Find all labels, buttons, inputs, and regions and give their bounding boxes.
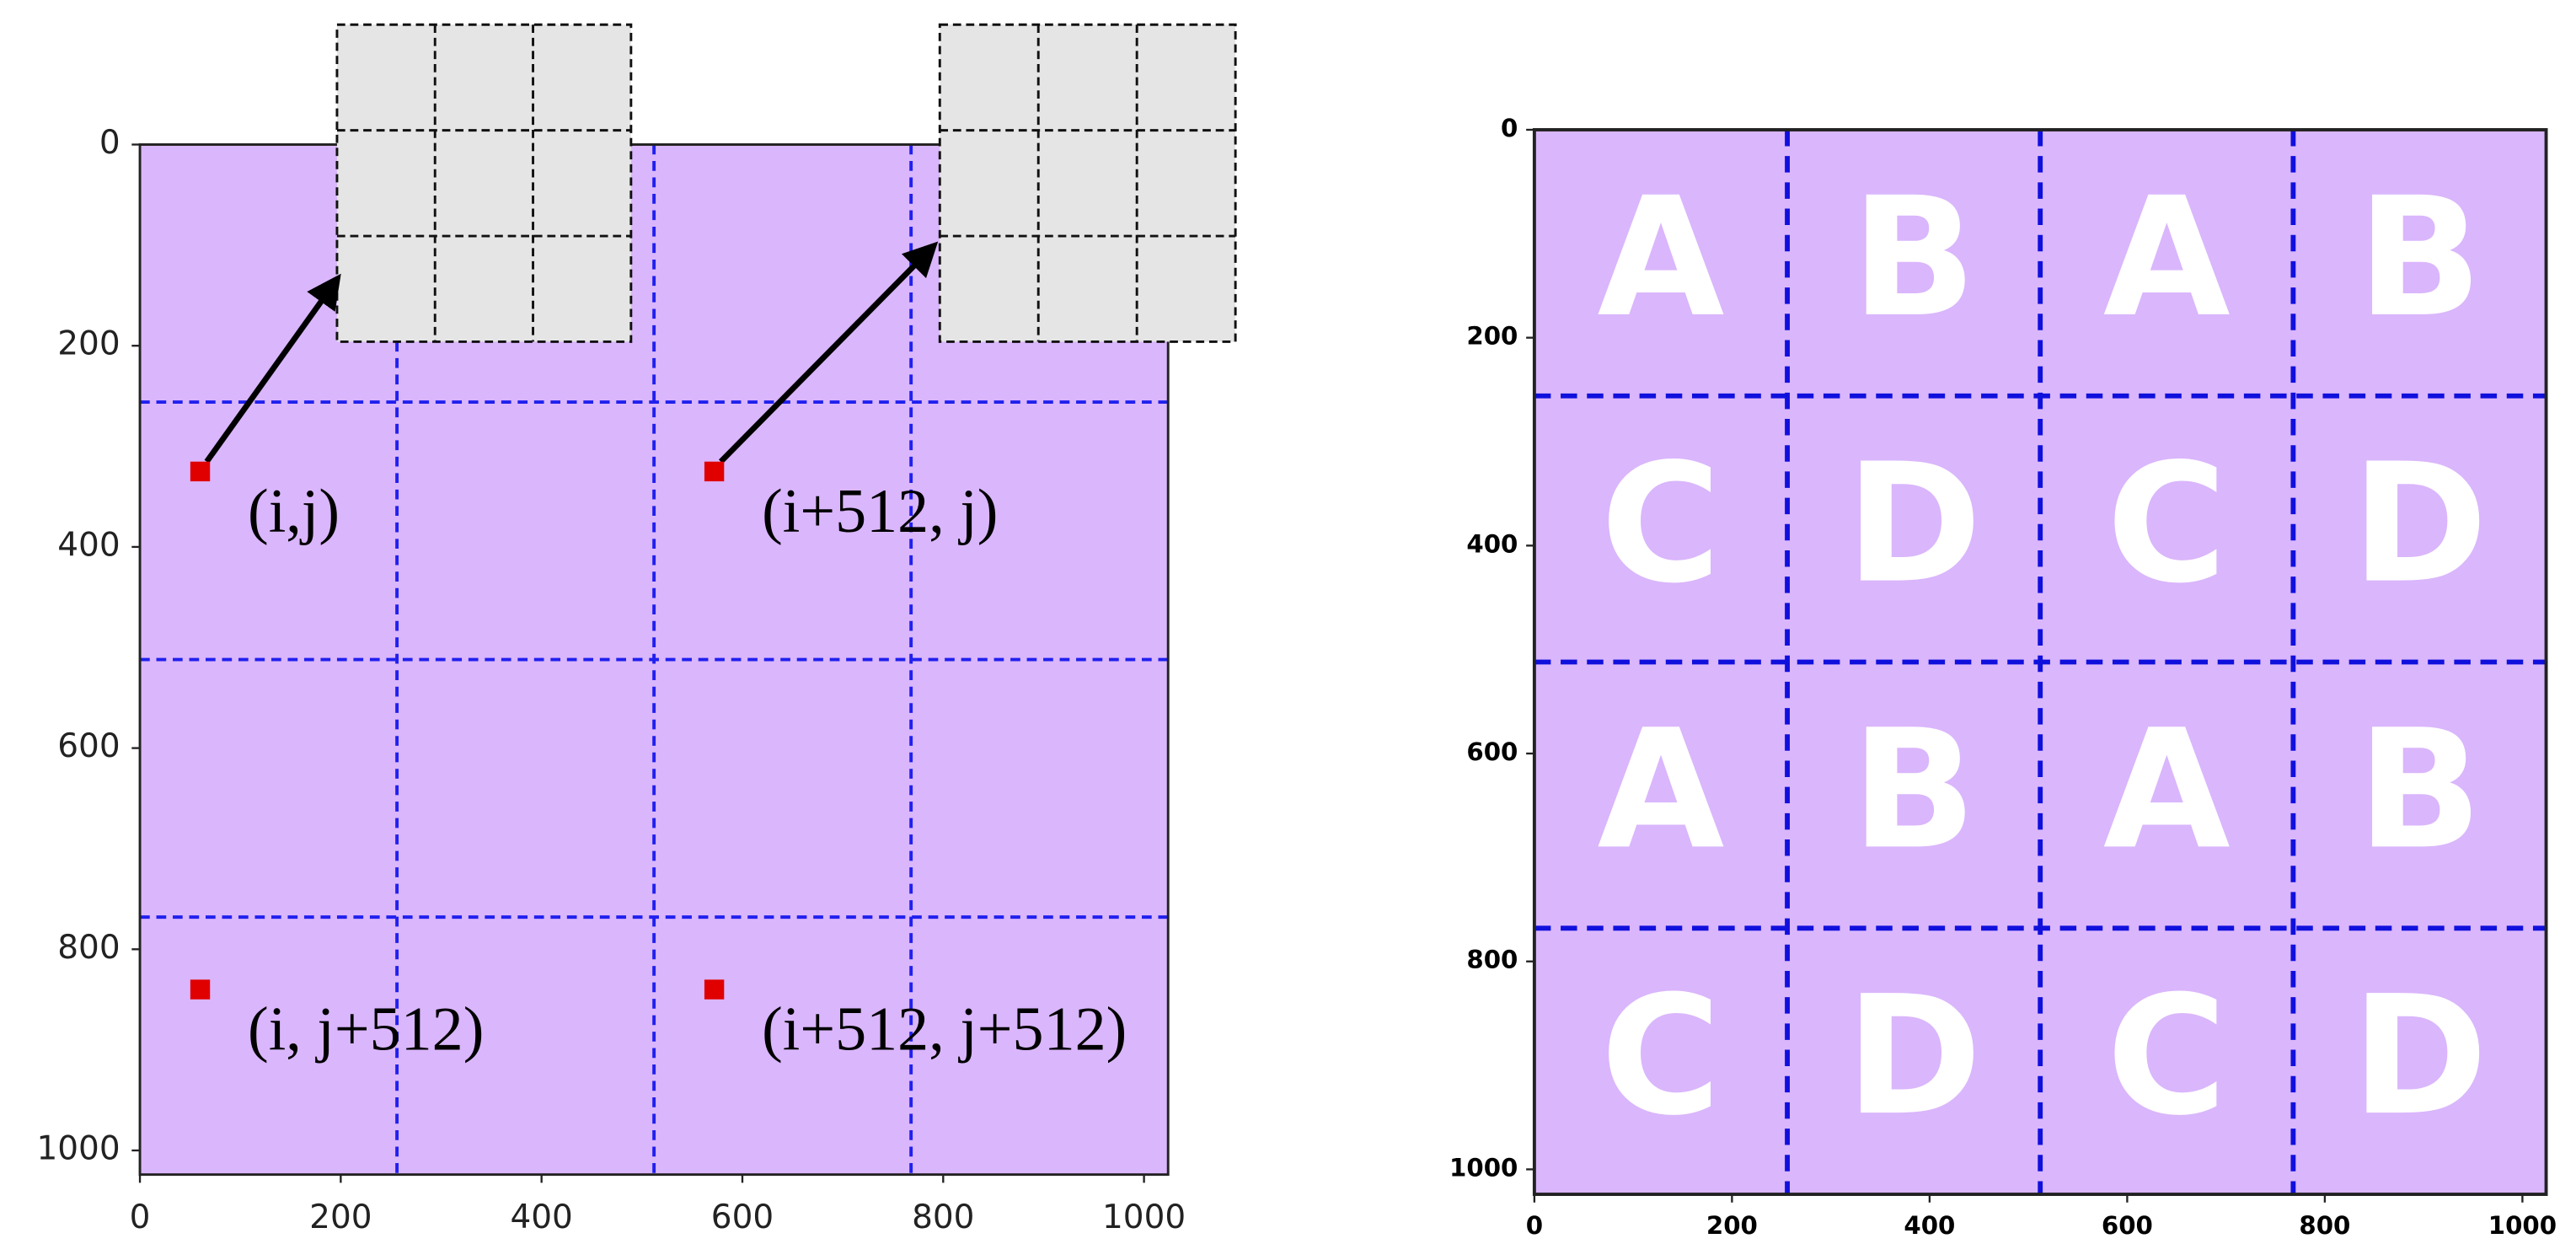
- tile-letter: C: [2107, 428, 2227, 619]
- y-tick-label: 800: [1466, 946, 1518, 974]
- x-tick-label: 800: [912, 1198, 974, 1236]
- tile-letter: A: [2103, 694, 2231, 885]
- tile-letter: A: [1598, 694, 1725, 885]
- tile-letter: D: [1845, 428, 1982, 619]
- y-tick-label: 1000: [36, 1130, 120, 1168]
- point-label: (i+512, j): [762, 477, 998, 546]
- point: [704, 461, 725, 482]
- patch: [335, 23, 633, 343]
- point: [704, 979, 725, 1000]
- plot-frame: [138, 143, 1170, 1177]
- x-tick-label: 1000: [2488, 1211, 2557, 1240]
- y-tick-label: 600: [1466, 737, 1518, 766]
- x-tick-label: 600: [711, 1198, 774, 1236]
- tile-letter: D: [2352, 428, 2488, 619]
- tile-letter: C: [1600, 428, 1721, 619]
- x-tick-label: 400: [510, 1198, 572, 1236]
- point: [190, 461, 211, 482]
- tile-letter: D: [1845, 960, 1982, 1151]
- y-tick-label: 0: [99, 124, 120, 162]
- x-tick-label: 0: [130, 1198, 151, 1236]
- point-label: (i,j): [248, 477, 340, 546]
- tile-letter: A: [2103, 162, 2231, 353]
- x-tick-label: 1000: [1102, 1198, 1186, 1236]
- y-tick-label: 800: [57, 929, 120, 967]
- x-tick-label: 400: [1904, 1211, 1955, 1240]
- tile-letter: C: [1600, 960, 1721, 1151]
- tile-letter: C: [2107, 960, 2227, 1151]
- tile-letter: B: [2357, 694, 2482, 885]
- tile-letter: B: [2357, 162, 2482, 353]
- y-tick-label: 0: [1501, 114, 1518, 142]
- tile-letter: B: [1851, 162, 1977, 353]
- x-tick-label: 0: [1526, 1211, 1543, 1240]
- point: [190, 979, 211, 1000]
- y-tick-label: 200: [1466, 322, 1518, 351]
- tile-letter: A: [1598, 162, 1725, 353]
- patch: [938, 23, 1237, 343]
- x-tick-label: 800: [2299, 1211, 2350, 1240]
- x-tick-label: 200: [1706, 1211, 1758, 1240]
- point-label: (i+512, j+512): [762, 995, 1127, 1064]
- y-tick-label: 1000: [1449, 1153, 1518, 1182]
- tile-letter: D: [2352, 960, 2488, 1151]
- plot-frame: [1532, 128, 2548, 1196]
- point-label: (i, j+512): [248, 995, 484, 1064]
- y-tick-label: 200: [57, 325, 120, 363]
- y-tick-label: 400: [57, 526, 120, 564]
- y-tick-label: 600: [57, 727, 120, 765]
- x-tick-label: 200: [309, 1198, 372, 1236]
- arrow: [204, 273, 341, 464]
- arrow: [718, 241, 939, 464]
- y-tick-label: 400: [1466, 529, 1518, 558]
- tile-letter: B: [1851, 694, 1977, 885]
- x-tick-label: 600: [2102, 1211, 2153, 1240]
